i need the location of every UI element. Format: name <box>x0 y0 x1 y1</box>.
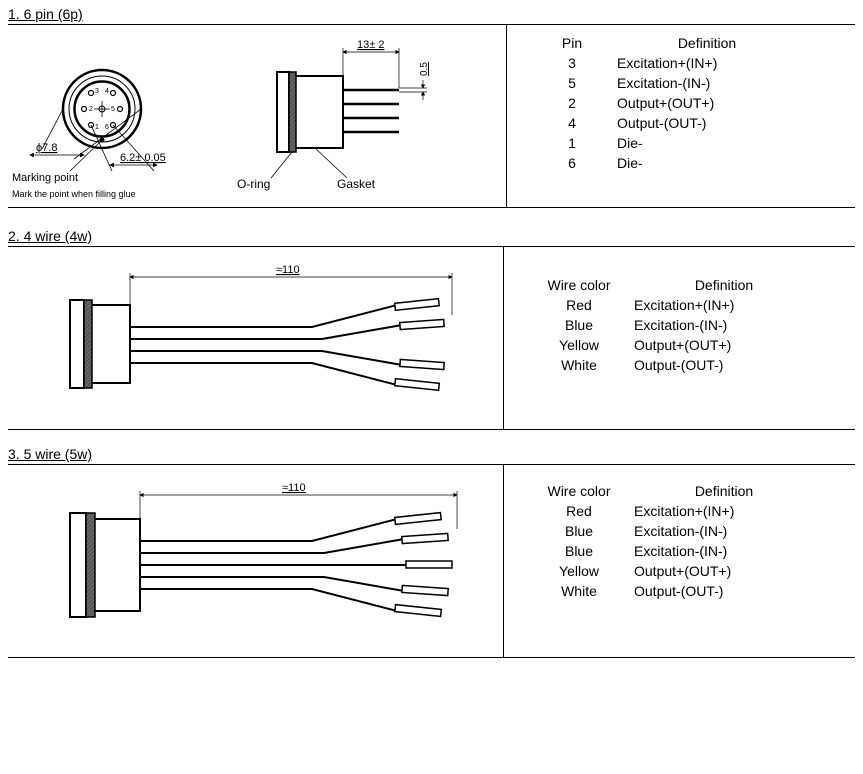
col-header: Definition <box>634 277 814 293</box>
table-6pin: Pin Definition 3 Excitation+(IN+) 5 Exci… <box>506 25 855 207</box>
table-cell: Output+(OUT+) <box>634 337 814 353</box>
section-5wire: 3. 5 wire (5w) <box>8 446 855 658</box>
table-cell: Excitation-(IN-) <box>634 317 814 333</box>
oring-label: O-ring <box>237 177 270 191</box>
table-cell: Excitation+(IN+) <box>617 55 797 71</box>
svg-text:5: 5 <box>111 106 115 113</box>
col-header: Pin <box>527 35 617 51</box>
diagram-4wire: ≈110 <box>8 247 503 429</box>
col-header: Definition <box>617 35 797 51</box>
table-cell: 6 <box>527 155 617 171</box>
dim-diameter: ϕ7.8 <box>36 142 57 154</box>
diagram-svg-5w: ≈110 <box>12 471 492 651</box>
table-cell: 5 <box>527 75 617 91</box>
section-6pin: 1. 6 pin (6p) <box>8 6 855 208</box>
section-row: ≈110 <box>8 247 855 430</box>
section-title: 3. 5 wire (5w) <box>8 446 855 462</box>
section-row: ≈110 <box>8 465 855 658</box>
table-4wire: Wire color Definition Red Excitation+(IN… <box>503 247 855 429</box>
svg-text:3: 3 <box>95 88 99 95</box>
table-cell: Red <box>524 503 634 519</box>
section-title: 2. 4 wire (4w) <box>8 228 855 244</box>
table-cell: Output-(OUT-) <box>617 115 797 131</box>
svg-text:6: 6 <box>105 124 109 131</box>
diagram-6pin: 3 4 2 5 1 6 ϕ7.8 6.2± 0.05 <box>8 25 506 207</box>
dim-len: ≈110 <box>276 264 300 276</box>
table-cell: 1 <box>527 135 617 151</box>
table-cell: Blue <box>524 543 634 559</box>
svg-text:1: 1 <box>95 124 99 131</box>
dim-pinheight: 0.5 <box>419 62 430 76</box>
table-cell: Excitation-(IN-) <box>617 75 797 91</box>
section-title: 1. 6 pin (6p) <box>8 6 855 22</box>
diagram-svg-6pin: 3 4 2 5 1 6 ϕ7.8 6.2± 0.05 <box>12 31 502 201</box>
diagram-5wire: ≈110 <box>8 465 503 657</box>
col-header: Wire color <box>524 277 634 293</box>
marking-point-label: Marking point <box>12 172 78 184</box>
section-4wire: 2. 4 wire (4w) <box>8 228 855 430</box>
table-cell: White <box>524 357 634 373</box>
table-cell: Output-(OUT-) <box>634 357 814 373</box>
table-cell: Yellow <box>524 337 634 353</box>
section-row: 3 4 2 5 1 6 ϕ7.8 6.2± 0.05 <box>8 25 855 208</box>
col-header: Wire color <box>524 483 634 499</box>
table-cell: 3 <box>527 55 617 71</box>
dim-pinspacing: 6.2± 0.05 <box>120 152 166 164</box>
table-cell: White <box>524 583 634 599</box>
dim-len: ≈110 <box>282 482 306 494</box>
diagram-svg-4w: ≈110 <box>12 253 492 423</box>
table-cell: Excitation+(IN+) <box>634 297 814 313</box>
svg-text:2: 2 <box>89 106 93 113</box>
dim-pinlen: 13± 2 <box>357 39 384 51</box>
svg-text:4: 4 <box>105 88 109 95</box>
table-cell: Output+(OUT+) <box>634 563 814 579</box>
table-cell: Excitation-(IN-) <box>634 543 814 559</box>
marking-note: Mark the point when filling glue <box>12 189 136 199</box>
table-cell: Output-(OUT-) <box>634 583 814 599</box>
table-cell: Blue <box>524 523 634 539</box>
table-cell: Die- <box>617 155 797 171</box>
table-5wire: Wire color Definition Red Excitation+(IN… <box>503 465 855 657</box>
table-cell: Excitation-(IN-) <box>634 523 814 539</box>
table-cell: Yellow <box>524 563 634 579</box>
table-cell: Red <box>524 297 634 313</box>
table-cell: Blue <box>524 317 634 333</box>
table-cell: 4 <box>527 115 617 131</box>
gasket-label: Gasket <box>337 177 376 191</box>
table-cell: Output+(OUT+) <box>617 95 797 111</box>
table-cell: 2 <box>527 95 617 111</box>
col-header: Definition <box>634 483 814 499</box>
table-cell: Excitation+(IN+) <box>634 503 814 519</box>
table-cell: Die- <box>617 135 797 151</box>
